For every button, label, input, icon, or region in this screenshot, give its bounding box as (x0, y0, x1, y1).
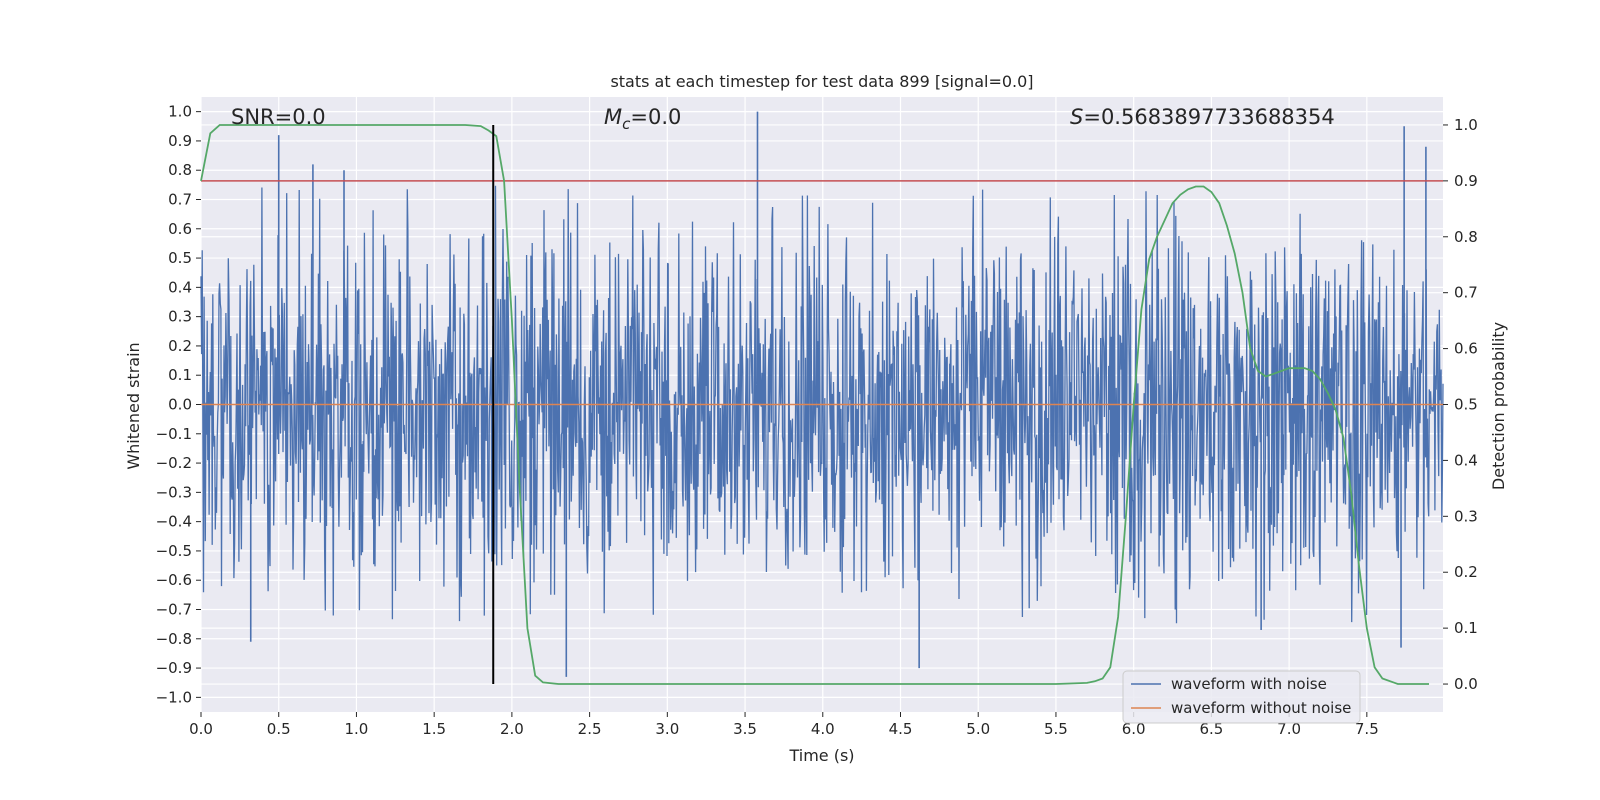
snr-annotation: SNR=0.0 (231, 105, 326, 129)
y-axis-ticks: 1.0 0.9 0.8 0.7 0.6 0.5 0.4 0.3 0.2 0.1 0.0 −0.1 −0.… (156, 103, 201, 706)
right-y-tick-label: 0.2 (1454, 563, 1478, 581)
x-tick-label: 7.0 (1277, 720, 1301, 738)
legend-label-clean: waveform without noise (1171, 699, 1351, 717)
y-tick-label: −0.1 (156, 425, 192, 443)
x-tick-label: 6.5 (1199, 720, 1223, 738)
x-tick-label: 6.0 (1122, 720, 1146, 738)
right-y-tick-label: 0.3 (1454, 507, 1478, 525)
right-y-tick-label: 0.0 (1454, 675, 1478, 693)
x-tick-label: 0.0 (189, 720, 213, 738)
x-tick-label: 2.0 (500, 720, 524, 738)
x-tick-label: 1.0 (345, 720, 369, 738)
right-y-tick-label: 0.5 (1454, 396, 1478, 414)
y-tick-label: 1.0 (168, 103, 192, 121)
y-tick-label: −0.5 (156, 542, 192, 560)
y-tick-label: −0.3 (156, 483, 192, 501)
x-tick-label: 1.5 (422, 720, 446, 738)
score-value: =0.5683897733688354 (1083, 105, 1334, 129)
x-tick-label: 2.5 (578, 720, 602, 738)
y-tick-label: −0.6 (156, 571, 192, 589)
right-y-axis-ticks: 1.0 0.9 0.8 0.7 0.6 0.5 0.4 0.3 0.2 0.1 0.0 (1443, 116, 1478, 693)
y-tick-label: 0.6 (168, 220, 192, 238)
y-tick-label: 0.4 (168, 278, 192, 296)
legend-box (1122, 670, 1361, 724)
chirp-mass-value: =0.0 (630, 105, 681, 129)
y-tick-label: 0.8 (168, 161, 192, 179)
y-tick-label: 0.5 (168, 249, 192, 267)
chirp-mass-annotation: Mc=0.0 (604, 105, 681, 133)
y-tick-label: −1.0 (156, 688, 192, 706)
y-tick-label: 0.3 (168, 308, 192, 326)
chirp-mass-symbol: M (604, 105, 622, 129)
y-tick-label: −0.2 (156, 454, 192, 472)
x-tick-label: 0.5 (267, 720, 291, 738)
x-axis-label: Time (s) (788, 746, 854, 765)
legend: waveform with noise waveform without noi… (1122, 670, 1361, 724)
y-tick-label: 0.1 (168, 366, 192, 384)
y-tick-label: 0.7 (168, 191, 192, 209)
y-axis-label: Whitened strain (124, 342, 143, 469)
y-tick-label: 0.9 (168, 132, 192, 150)
legend-label-noisy: waveform with noise (1171, 675, 1327, 693)
x-axis-ticks: 0.0 0.5 1.0 1.5 2.0 2.5 3.0 3.5 4.0 4.5 5.0 5.5 6.0 6… (189, 712, 1379, 738)
y-tick-label: −0.8 (156, 630, 192, 648)
x-tick-label: 4.0 (811, 720, 835, 738)
x-tick-label: 3.5 (733, 720, 757, 738)
right-y-tick-label: 0.9 (1454, 172, 1478, 190)
right-y-axis-label: Detection probability (1489, 322, 1508, 490)
right-y-tick-label: 0.7 (1454, 284, 1478, 302)
y-tick-label: −0.9 (156, 659, 192, 677)
right-y-tick-label: 1.0 (1454, 116, 1478, 134)
x-tick-label: 4.5 (889, 720, 913, 738)
y-tick-label: 0.2 (168, 337, 192, 355)
noisy-waveform-series (200, 111, 1444, 677)
right-y-tick-label: 0.8 (1454, 228, 1478, 246)
x-tick-label: 7.5 (1355, 720, 1379, 738)
chart-title: stats at each timestep for test data 899… (610, 72, 1033, 91)
chirp-mass-subscript: c (622, 115, 631, 133)
x-tick-label: 5.5 (1044, 720, 1068, 738)
score-annotation: S=0.5683897733688354 (1070, 105, 1335, 129)
score-symbol: S (1070, 105, 1083, 129)
noisy-waveform-path (200, 185, 1444, 624)
y-tick-label: −0.4 (156, 513, 192, 531)
y-tick-label: −0.7 (156, 601, 192, 619)
x-tick-label: 3.0 (655, 720, 679, 738)
y-tick-label: 0.0 (168, 396, 192, 414)
right-y-tick-label: 0.6 (1454, 340, 1478, 358)
detection-probability-line (200, 124, 1429, 685)
x-tick-label: 5.0 (966, 720, 990, 738)
right-y-tick-label: 0.4 (1454, 451, 1478, 469)
right-y-tick-label: 0.1 (1454, 619, 1478, 637)
